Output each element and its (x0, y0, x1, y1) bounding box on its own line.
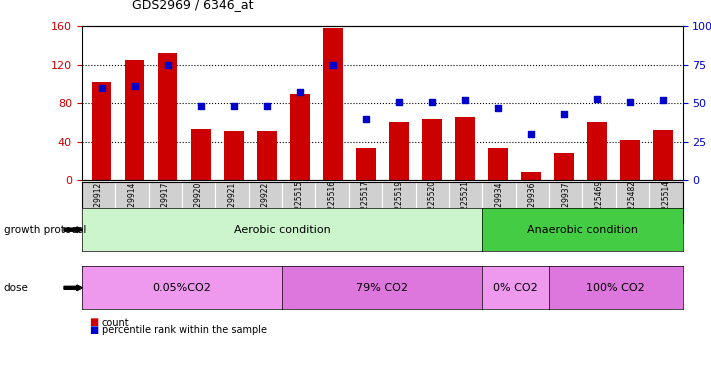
Point (525, 131, 536, 137)
Point (492, 105, 503, 111)
Text: dose: dose (4, 283, 28, 293)
Text: GSM29920: GSM29920 (194, 182, 203, 223)
Text: 0.05%CO2: 0.05%CO2 (152, 283, 211, 293)
Text: GSM225516: GSM225516 (328, 180, 336, 226)
Bar (356, 148, 375, 180)
Text: GSM225482: GSM225482 (628, 180, 637, 225)
Bar (92, 82, 112, 180)
Bar (323, 28, 343, 180)
Point (228, 103, 240, 109)
Text: GSM225520: GSM225520 (428, 180, 437, 226)
Bar (389, 122, 409, 180)
Text: Anaerobic condition: Anaerobic condition (527, 225, 638, 235)
Bar (620, 140, 640, 180)
Bar (455, 117, 474, 180)
Text: GSM225469: GSM225469 (594, 179, 604, 226)
Point (459, 97, 471, 103)
Text: GSM29937: GSM29937 (561, 182, 570, 223)
Text: GSM225514: GSM225514 (661, 180, 670, 226)
Text: Aerobic condition: Aerobic condition (234, 225, 331, 235)
Point (657, 97, 668, 103)
Text: percentile rank within the sample: percentile rank within the sample (102, 325, 267, 335)
Bar (520, 172, 540, 180)
Text: GDS2969 / 6346_at: GDS2969 / 6346_at (132, 0, 253, 11)
Bar (191, 129, 210, 180)
Point (96, 85, 107, 91)
Bar (257, 131, 277, 180)
Bar (554, 153, 574, 180)
Point (360, 116, 371, 122)
Text: GSM29922: GSM29922 (261, 182, 270, 223)
Text: GSM29934: GSM29934 (494, 182, 503, 223)
Text: 100% CO2: 100% CO2 (587, 283, 645, 293)
Bar (587, 122, 606, 180)
Text: GSM29914: GSM29914 (127, 182, 137, 223)
Text: GSM225521: GSM225521 (461, 180, 470, 225)
Point (294, 89, 305, 95)
Point (426, 99, 437, 105)
Bar (158, 53, 178, 180)
Point (393, 99, 405, 105)
Text: count: count (102, 318, 129, 327)
Point (261, 103, 272, 109)
Bar (224, 131, 243, 180)
Point (162, 62, 173, 68)
Bar (124, 60, 144, 180)
Point (195, 103, 206, 109)
Text: GSM225519: GSM225519 (395, 180, 403, 226)
Bar (290, 93, 309, 180)
Point (558, 111, 570, 117)
Text: 79% CO2: 79% CO2 (356, 283, 408, 293)
Point (129, 83, 140, 89)
Text: GSM29921: GSM29921 (228, 182, 237, 223)
Bar (488, 148, 508, 180)
Text: GSM225517: GSM225517 (361, 180, 370, 226)
Point (327, 62, 338, 68)
Point (624, 99, 636, 105)
Bar (422, 118, 442, 180)
Text: ■: ■ (89, 325, 98, 335)
Text: GSM225515: GSM225515 (294, 180, 303, 226)
Text: GSM29917: GSM29917 (161, 182, 170, 223)
Text: GSM29912: GSM29912 (94, 182, 103, 223)
Text: GSM29936: GSM29936 (528, 182, 537, 223)
Bar (653, 130, 673, 180)
Point (591, 96, 602, 102)
Text: 0% CO2: 0% CO2 (493, 283, 538, 293)
Text: ■: ■ (89, 318, 98, 327)
Text: growth protocol: growth protocol (4, 225, 86, 235)
